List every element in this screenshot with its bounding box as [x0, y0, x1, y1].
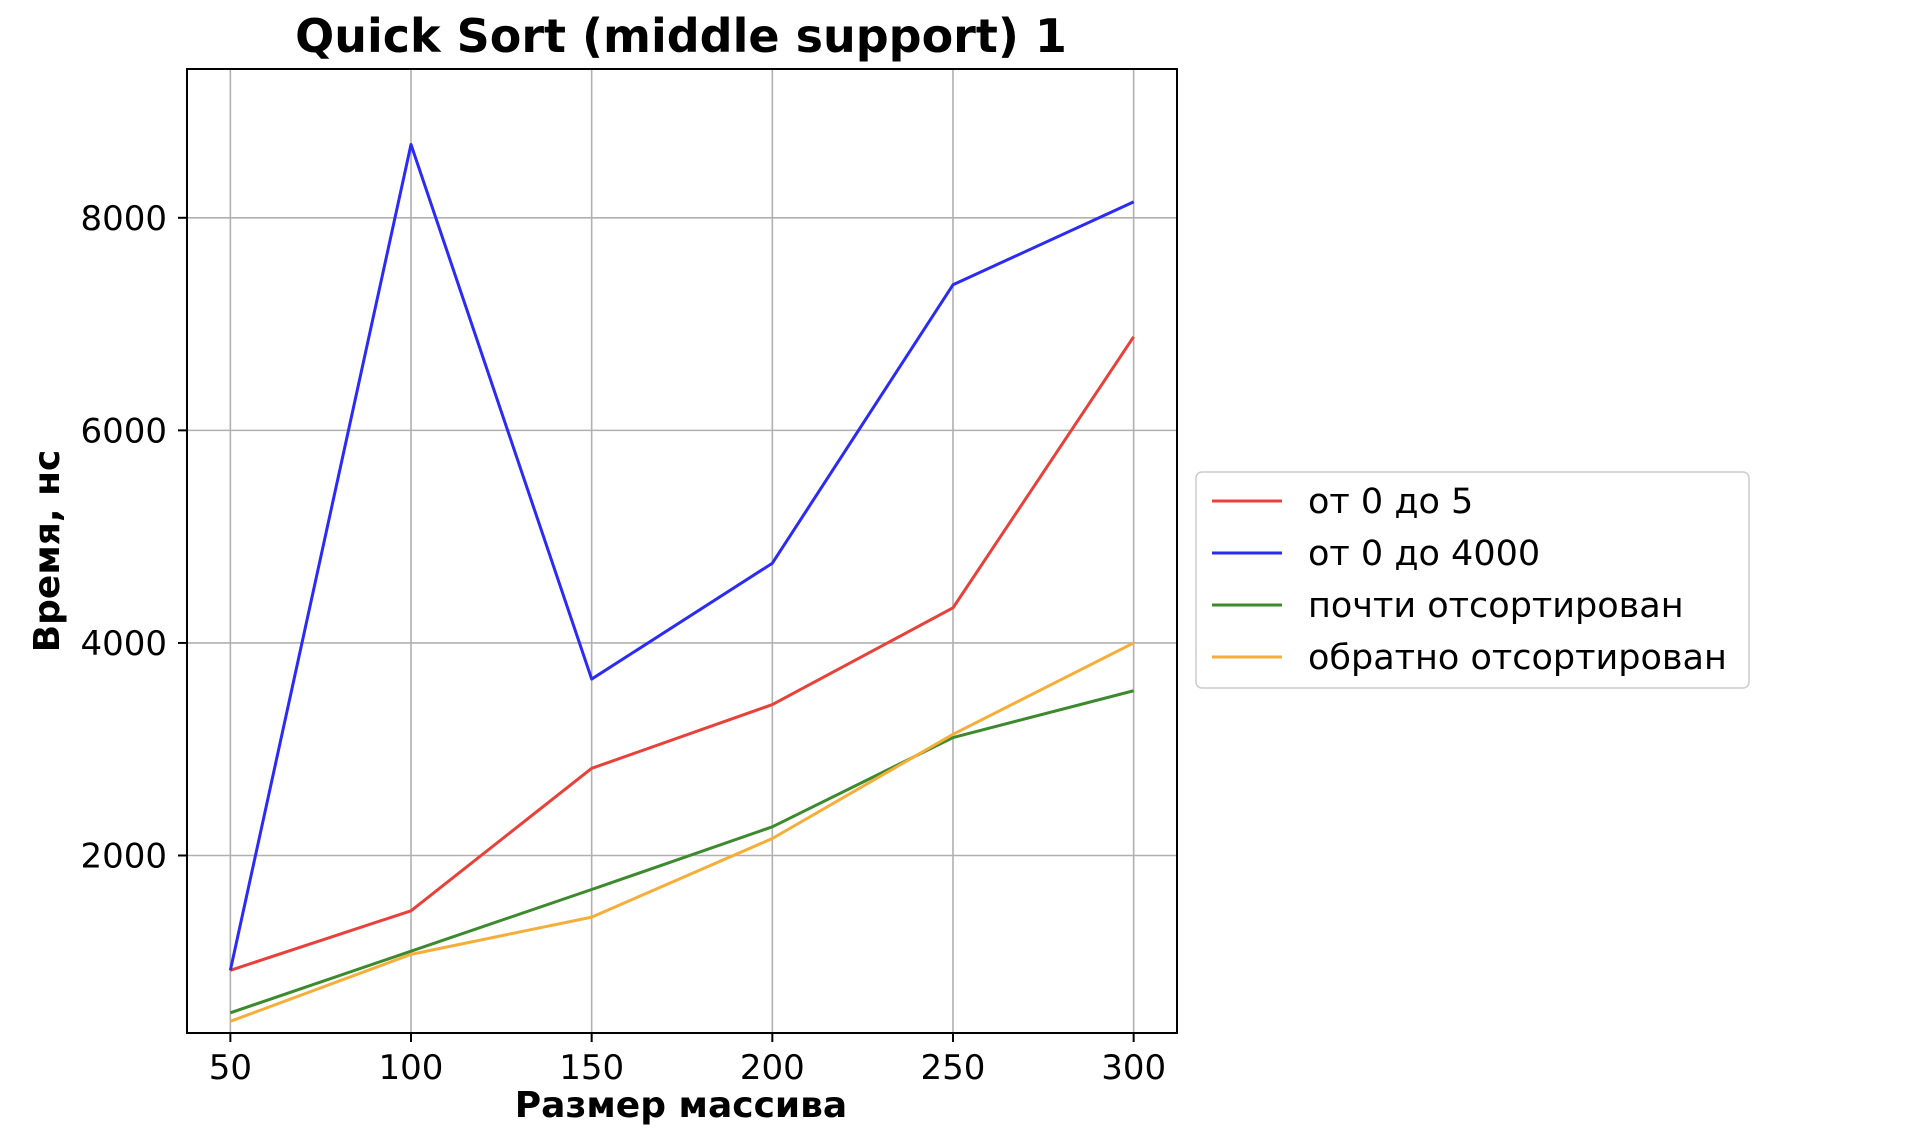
y-axis-label: Время, нс	[27, 450, 68, 653]
plot-frame	[186, 68, 1178, 1034]
grid	[187, 69, 1177, 1033]
series-line-2	[228, 142, 1135, 971]
x-axis-label: Размер массива	[515, 1085, 847, 1126]
x-tick-label: 50	[209, 1048, 252, 1088]
y-tick-label: 2000	[80, 837, 167, 877]
legend-label: от 0 до 5	[1308, 482, 1473, 522]
series-line-3	[229, 689, 1135, 1015]
chart-title: Quick Sort (middle support) 1	[295, 9, 1067, 63]
series-line-4	[229, 641, 1135, 1023]
legend-label: обратно отсортирован	[1308, 638, 1727, 678]
x-tick-label: 250	[921, 1048, 986, 1088]
legend-label: почти отсортирован	[1308, 586, 1684, 626]
series-line-1	[229, 336, 1135, 972]
legend-label: от 0 до 4000	[1308, 534, 1540, 574]
legend-items: от 0 до 5 от 0 до 4000 почти отсортирован о…	[1212, 482, 1727, 678]
x-tick-label: 200	[740, 1048, 805, 1088]
legend-box	[1195, 471, 1750, 689]
legend: от 0 до 5 от 0 до 4000 почти отсортирован о…	[1195, 471, 1750, 689]
x-tick-label: 300	[1101, 1048, 1166, 1088]
axis-ticks: 50 100 150 200 250 300 2000 4000 6000 8000	[80, 199, 1166, 1088]
x-tick-label: 150	[559, 1048, 624, 1088]
series-lines	[228, 142, 1135, 1023]
y-tick-label: 4000	[80, 624, 167, 664]
x-tick-label: 100	[379, 1048, 444, 1088]
y-tick-label: 6000	[80, 411, 167, 451]
y-tick-label: 8000	[80, 199, 167, 239]
